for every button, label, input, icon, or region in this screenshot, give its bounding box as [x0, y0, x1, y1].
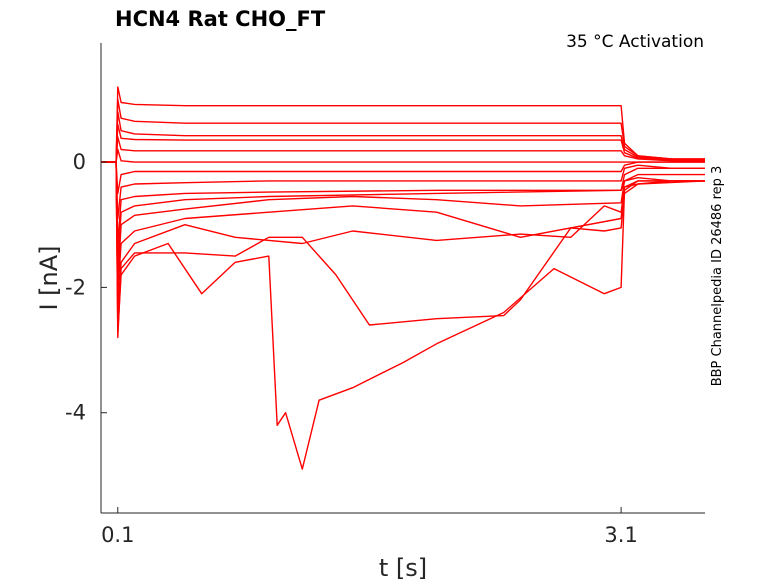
trace-line-5	[101, 136, 705, 163]
trace-line-2	[101, 98, 705, 163]
chart-title: HCN4 Rat CHO_FT	[115, 7, 326, 31]
tick-group: 0.1 3.1 0 -2 -4	[65, 150, 638, 547]
x-tick-label: 0.1	[101, 523, 134, 547]
x-tick-label: 3.1	[604, 523, 637, 547]
x-axis-label: t [s]	[379, 554, 427, 582]
trace-line-14	[101, 161, 706, 339]
y-tick-label: -4	[65, 401, 86, 425]
y-tick-label: -2	[65, 275, 86, 299]
trace-line-10	[101, 161, 705, 263]
side-label: BBP Channelpedia ID 26486 rep 3	[710, 166, 725, 387]
trace-line-15	[101, 161, 705, 470]
y-axis-label: I [nA]	[35, 245, 63, 310]
trace-line-4	[101, 123, 705, 163]
trace-line-3	[101, 111, 705, 163]
trace-line-11	[101, 161, 705, 282]
y-tick-label: 0	[73, 150, 86, 174]
trace-line-12	[101, 161, 705, 295]
trace-line-7	[101, 161, 705, 195]
traces-group	[101, 86, 706, 470]
chart-annotation: 35 °C Activation	[566, 32, 704, 52]
